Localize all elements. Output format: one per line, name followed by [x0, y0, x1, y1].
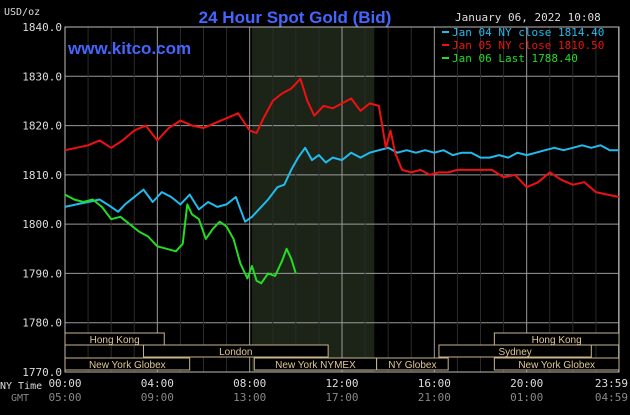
- series-line-0: [64, 144, 619, 223]
- session-bar: [142, 344, 329, 358]
- x-tick-label-ny: 16:00: [418, 377, 451, 390]
- y-tick-label: 1790.0: [22, 267, 62, 280]
- y-tick-label: 1770.0: [22, 366, 62, 379]
- y-tick-label: 1820.0: [22, 120, 62, 133]
- y-tick-label: 1810.0: [22, 169, 62, 182]
- x-tick-label-gmt: 05:00: [48, 391, 81, 404]
- session-label: Hong Kong: [90, 335, 140, 346]
- x-tick-label-gmt: 04:59: [595, 391, 628, 404]
- y-axis-label: USD/oz: [4, 7, 40, 18]
- session-bar: [64, 357, 191, 371]
- session-label: London: [219, 347, 252, 358]
- session-label: New York NYMEX: [275, 360, 356, 371]
- x-tick-label-ny: 08:00: [233, 377, 266, 390]
- y-tick-label: 1780.0: [22, 317, 62, 330]
- session-label: New York Globex: [518, 360, 595, 371]
- series-line-1: [64, 77, 620, 198]
- session-bar: [64, 332, 165, 346]
- kitco-watermark: www.kitco.com: [67, 39, 191, 58]
- x-tick-label-gmt: 17:00: [325, 391, 358, 404]
- gmt-label: GMT: [11, 393, 29, 404]
- x-tick-label-gmt: 01:00: [510, 391, 543, 404]
- series-line-2: [64, 193, 297, 285]
- session-bar: [376, 357, 449, 371]
- x-tick-label-ny: 04:00: [141, 377, 174, 390]
- session-bar: [493, 357, 620, 371]
- session-shade: [251, 27, 375, 372]
- chart-title: 24 Hour Spot Gold (Bid): [199, 8, 392, 27]
- session-bar: [438, 344, 592, 358]
- plot-frame: [64, 26, 620, 373]
- x-tick-label-gmt: 21:00: [418, 391, 451, 404]
- session-label: New York Globex: [89, 360, 166, 371]
- legend-entry: Jan 04 NY close 1814.40: [452, 26, 604, 39]
- x-tick-label-ny: 20:00: [510, 377, 543, 390]
- x-tick-label-gmt: 13:00: [233, 391, 266, 404]
- session-label: NY Globex: [388, 360, 436, 371]
- ny-time-label: NY Time: [0, 381, 42, 392]
- x-tick-label-ny: 00:00: [48, 377, 81, 390]
- legend-entry: Jan 06 Last 1788.40: [452, 52, 578, 65]
- session-label: Sydney: [498, 347, 531, 358]
- y-tick-label: 1800.0: [22, 218, 62, 231]
- x-tick-label-ny: 12:00: [325, 377, 358, 390]
- session-label: Hong Kong: [532, 335, 582, 346]
- x-tick-label-ny: 23:59: [595, 377, 628, 390]
- x-tick-label-gmt: 09:00: [141, 391, 174, 404]
- y-tick-label: 1830.0: [22, 70, 62, 83]
- legend-entry: Jan 05 NY close 1810.50: [452, 39, 604, 52]
- y-tick-label: 1840.0: [22, 21, 62, 34]
- chart-date: January 06, 2022 10:08: [455, 11, 601, 24]
